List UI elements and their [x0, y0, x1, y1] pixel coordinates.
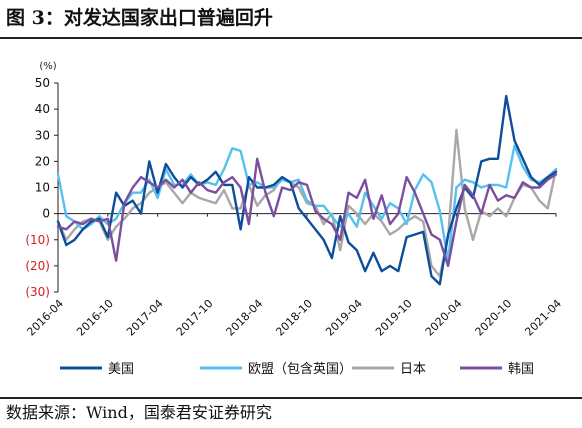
- y-axis-unit: (%): [39, 61, 56, 72]
- x-tick-label: 2016-10: [74, 297, 116, 339]
- legend-label-jp: 日本: [400, 362, 426, 377]
- x-tick-label: 2020-04: [423, 297, 465, 339]
- legend-label-eu: 欧盟（包含英国）: [248, 361, 352, 377]
- title-divider: [0, 37, 582, 39]
- x-tick-label: 2019-10: [373, 297, 415, 339]
- y-tick-label: 10: [35, 181, 50, 195]
- legend: 美国 欧盟（包含英国） 日本 韩国: [60, 361, 534, 377]
- y-tick-label: 30: [35, 128, 50, 142]
- legend-label-kr: 韩国: [508, 362, 534, 377]
- x-tick-label: 2021-04: [522, 297, 564, 339]
- y-tick-label: 0: [42, 207, 50, 221]
- source-divider: [0, 397, 582, 399]
- x-tick-label: 2019-04: [323, 297, 365, 339]
- axes: (%) 50 40 30 20 10 0 (10) (20) (30)2016-04 2016-10…: [24, 61, 564, 339]
- x-tick-label: 2016-04: [24, 297, 66, 339]
- y-tick-label: 50: [35, 76, 50, 90]
- x-tick-label: 2018-10: [273, 297, 315, 339]
- x-tick-label: 2018-04: [224, 297, 266, 339]
- legend-label-us: 美国: [108, 362, 134, 377]
- series-line-eu: [56, 144, 558, 262]
- y-tick-label: 40: [35, 102, 50, 116]
- y-tick-label: (30): [25, 285, 50, 299]
- figure-title: 图 3：对发达国家出口普遍回升: [6, 7, 273, 29]
- source-note: 数据来源：Wind，国泰君安证券研究: [6, 403, 272, 422]
- y-tick-label: 20: [35, 154, 50, 168]
- x-tick-label: 2020-10: [473, 297, 515, 339]
- series-line-kr: [56, 157, 558, 268]
- y-tick-label: (20): [25, 259, 50, 273]
- x-tick-label: 2017-10: [174, 297, 216, 339]
- y-tick-label: (10): [25, 233, 50, 247]
- series-line-us: [56, 94, 558, 286]
- line-chart: (%) 50 40 30 20 10 0 (10) (20) (30)2016-04 2016-10…: [24, 61, 564, 377]
- series-line-jp: [56, 128, 558, 278]
- series-lines: [56, 94, 558, 286]
- x-tick-label: 2017-04: [124, 297, 166, 339]
